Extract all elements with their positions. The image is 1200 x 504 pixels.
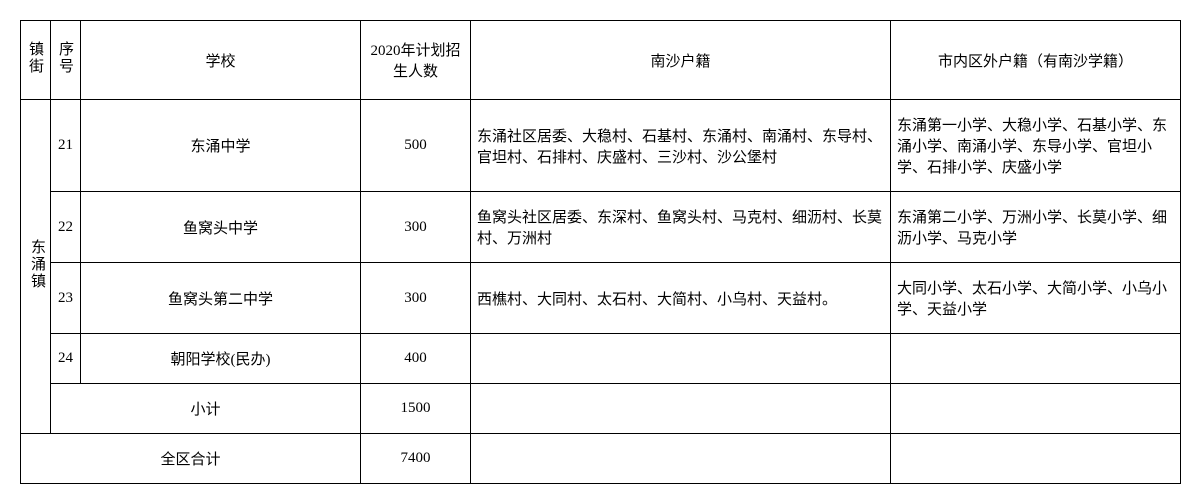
school-cell: 鱼窝头第二中学 (81, 263, 361, 334)
table-row: 24 朝阳学校(民办) 400 (21, 334, 1181, 384)
school-cell: 东涌中学 (81, 100, 361, 192)
seq-cell: 23 (51, 263, 81, 334)
header-huji: 南沙户籍 (471, 21, 891, 100)
count-cell: 400 (361, 334, 471, 384)
xueji-cell: 东涌第二小学、万洲小学、长莫小学、细沥小学、马克小学 (891, 192, 1181, 263)
school-cell: 朝阳学校(民办) (81, 334, 361, 384)
empty-cell (891, 434, 1181, 484)
header-town: 镇街 (21, 21, 51, 100)
xueji-cell: 东涌第一小学、大稳小学、石基小学、东涌小学、南涌小学、东导小学、官坦小学、石排小… (891, 100, 1181, 192)
subtotal-label: 小计 (51, 384, 361, 434)
seq-cell: 22 (51, 192, 81, 263)
seq-cell: 21 (51, 100, 81, 192)
huji-cell: 东涌社区居委、大稳村、石基村、东涌村、南涌村、东导村、官坦村、石排村、庆盛村、三… (471, 100, 891, 192)
seq-cell: 24 (51, 334, 81, 384)
empty-cell (471, 384, 891, 434)
header-count: 2020年计划招生人数 (361, 21, 471, 100)
count-cell: 300 (361, 263, 471, 334)
header-seq: 序号 (51, 21, 81, 100)
huji-cell: 西樵村、大同村、太石村、大简村、小乌村、天益村。 (471, 263, 891, 334)
enrollment-table: 镇街 序号 学校 2020年计划招生人数 南沙户籍 市内区外户籍（有南沙学籍） … (20, 20, 1181, 484)
empty-cell (471, 434, 891, 484)
table-row: 东涌镇 21 东涌中学 500 东涌社区居委、大稳村、石基村、东涌村、南涌村、东… (21, 100, 1181, 192)
grand-total-count: 7400 (361, 434, 471, 484)
huji-cell: 鱼窝头社区居委、东深村、鱼窝头村、马克村、细沥村、长莫村、万洲村 (471, 192, 891, 263)
count-cell: 300 (361, 192, 471, 263)
xueji-cell: 大同小学、太石小学、大简小学、小乌小学、天益小学 (891, 263, 1181, 334)
count-cell: 500 (361, 100, 471, 192)
header-school: 学校 (81, 21, 361, 100)
grand-total-label: 全区合计 (21, 434, 361, 484)
table-row: 23 鱼窝头第二中学 300 西樵村、大同村、太石村、大简村、小乌村、天益村。 … (21, 263, 1181, 334)
header-xueji: 市内区外户籍（有南沙学籍） (891, 21, 1181, 100)
header-row: 镇街 序号 学校 2020年计划招生人数 南沙户籍 市内区外户籍（有南沙学籍） (21, 21, 1181, 100)
empty-cell (891, 384, 1181, 434)
school-cell: 鱼窝头中学 (81, 192, 361, 263)
subtotal-row: 小计 1500 (21, 384, 1181, 434)
table-row: 22 鱼窝头中学 300 鱼窝头社区居委、东深村、鱼窝头村、马克村、细沥村、长莫… (21, 192, 1181, 263)
grand-total-row: 全区合计 7400 (21, 434, 1181, 484)
xueji-cell (891, 334, 1181, 384)
town-cell: 东涌镇 (21, 100, 51, 434)
huji-cell (471, 334, 891, 384)
subtotal-count: 1500 (361, 384, 471, 434)
